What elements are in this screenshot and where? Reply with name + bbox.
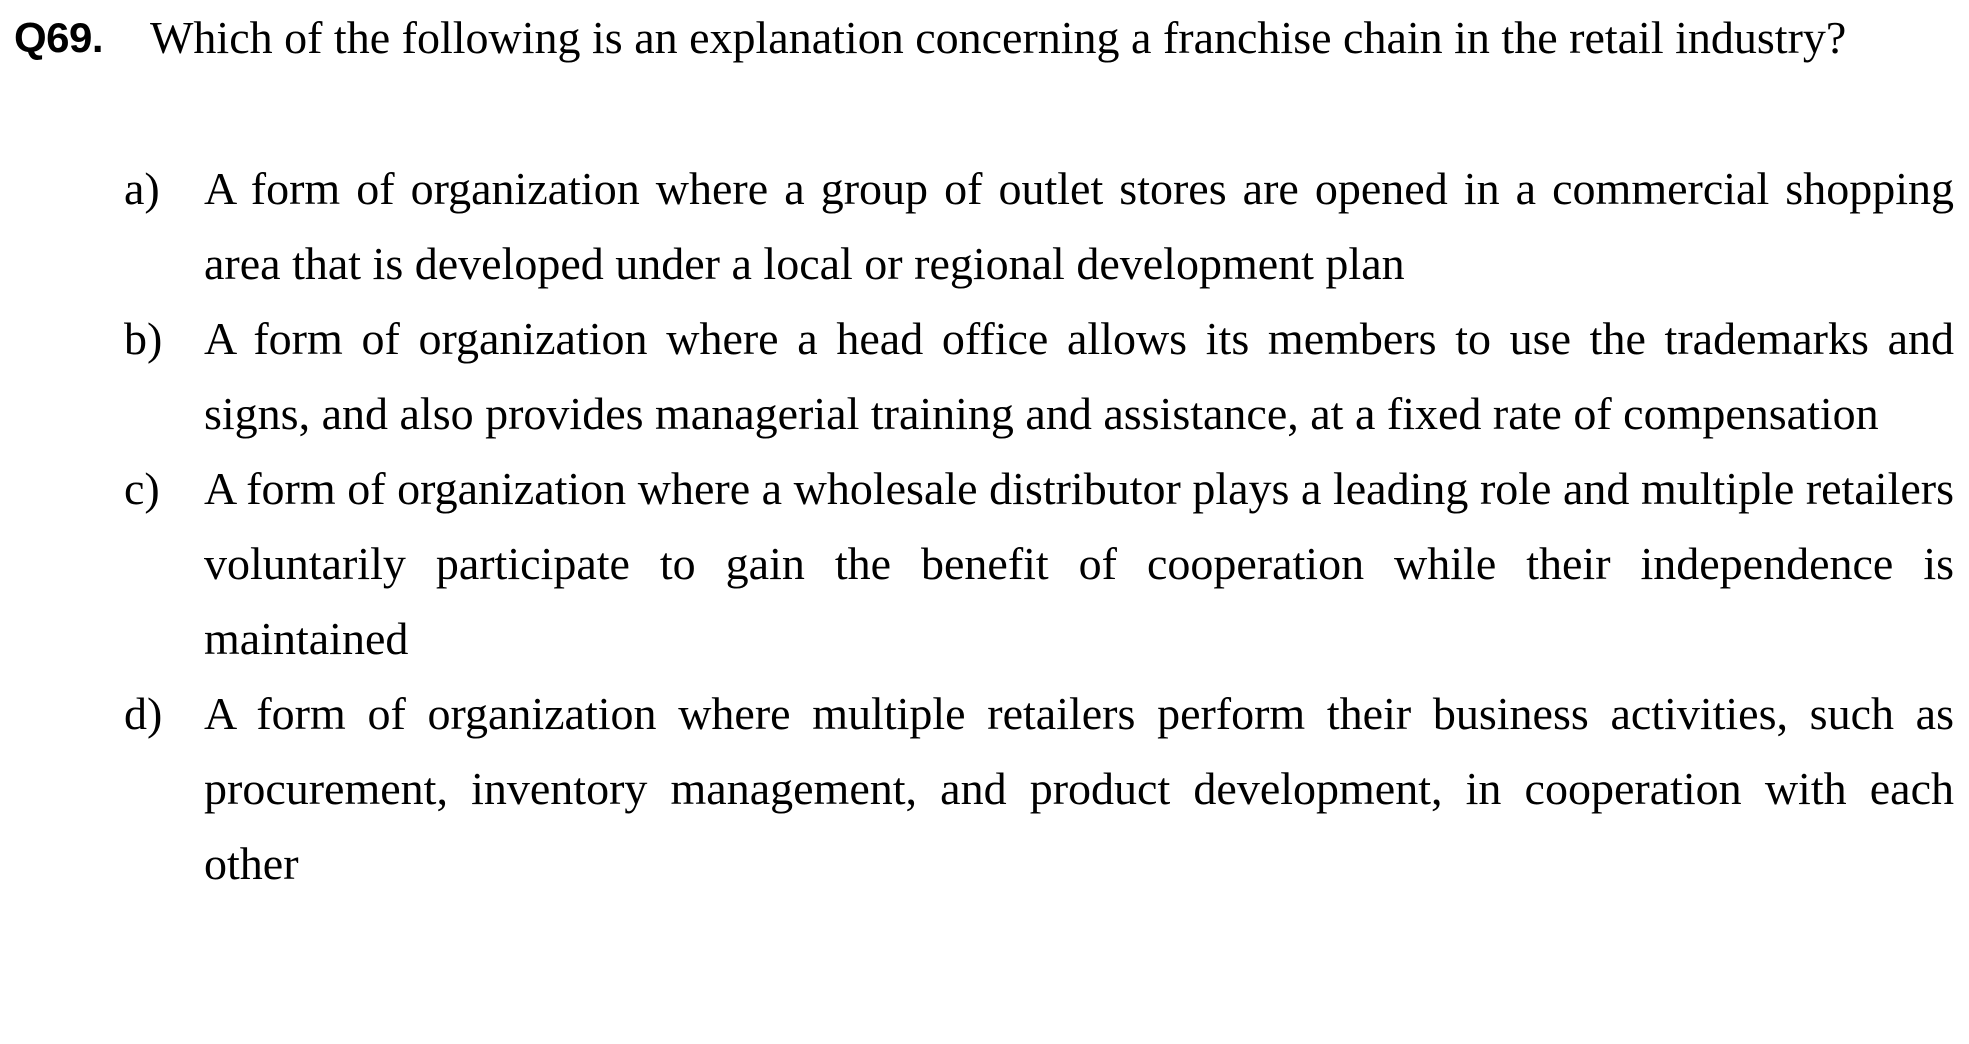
question-header: Q69. Which of the following is an explan… bbox=[14, 0, 1954, 76]
answer-choices: a) A form of organization where a group … bbox=[14, 151, 1954, 901]
choice-a-label: a) bbox=[124, 163, 160, 214]
question-block: Q69. Which of the following is an explan… bbox=[14, 0, 1954, 901]
choice-b: b) A form of organization where a head o… bbox=[124, 301, 1954, 451]
choice-c-label: c) bbox=[124, 463, 160, 514]
choice-d-label: d) bbox=[124, 688, 163, 739]
choice-a-text: A form of organization where a group of … bbox=[204, 163, 1954, 289]
choice-c-text: A form of organization where a wholesale… bbox=[204, 463, 1954, 664]
choice-d-text: A form of organization where multiple re… bbox=[204, 688, 1954, 889]
question-number: Q69. bbox=[14, 14, 104, 61]
choice-b-label: b) bbox=[124, 313, 163, 364]
choice-c: c) A form of organization where a wholes… bbox=[124, 451, 1954, 676]
choice-a: a) A form of organization where a group … bbox=[124, 151, 1954, 301]
choice-b-text: A form of organization where a head offi… bbox=[204, 313, 1954, 439]
question-text: Which of the following is an explanation… bbox=[150, 12, 1847, 63]
choice-d: d) A form of organization where multiple… bbox=[124, 676, 1954, 901]
